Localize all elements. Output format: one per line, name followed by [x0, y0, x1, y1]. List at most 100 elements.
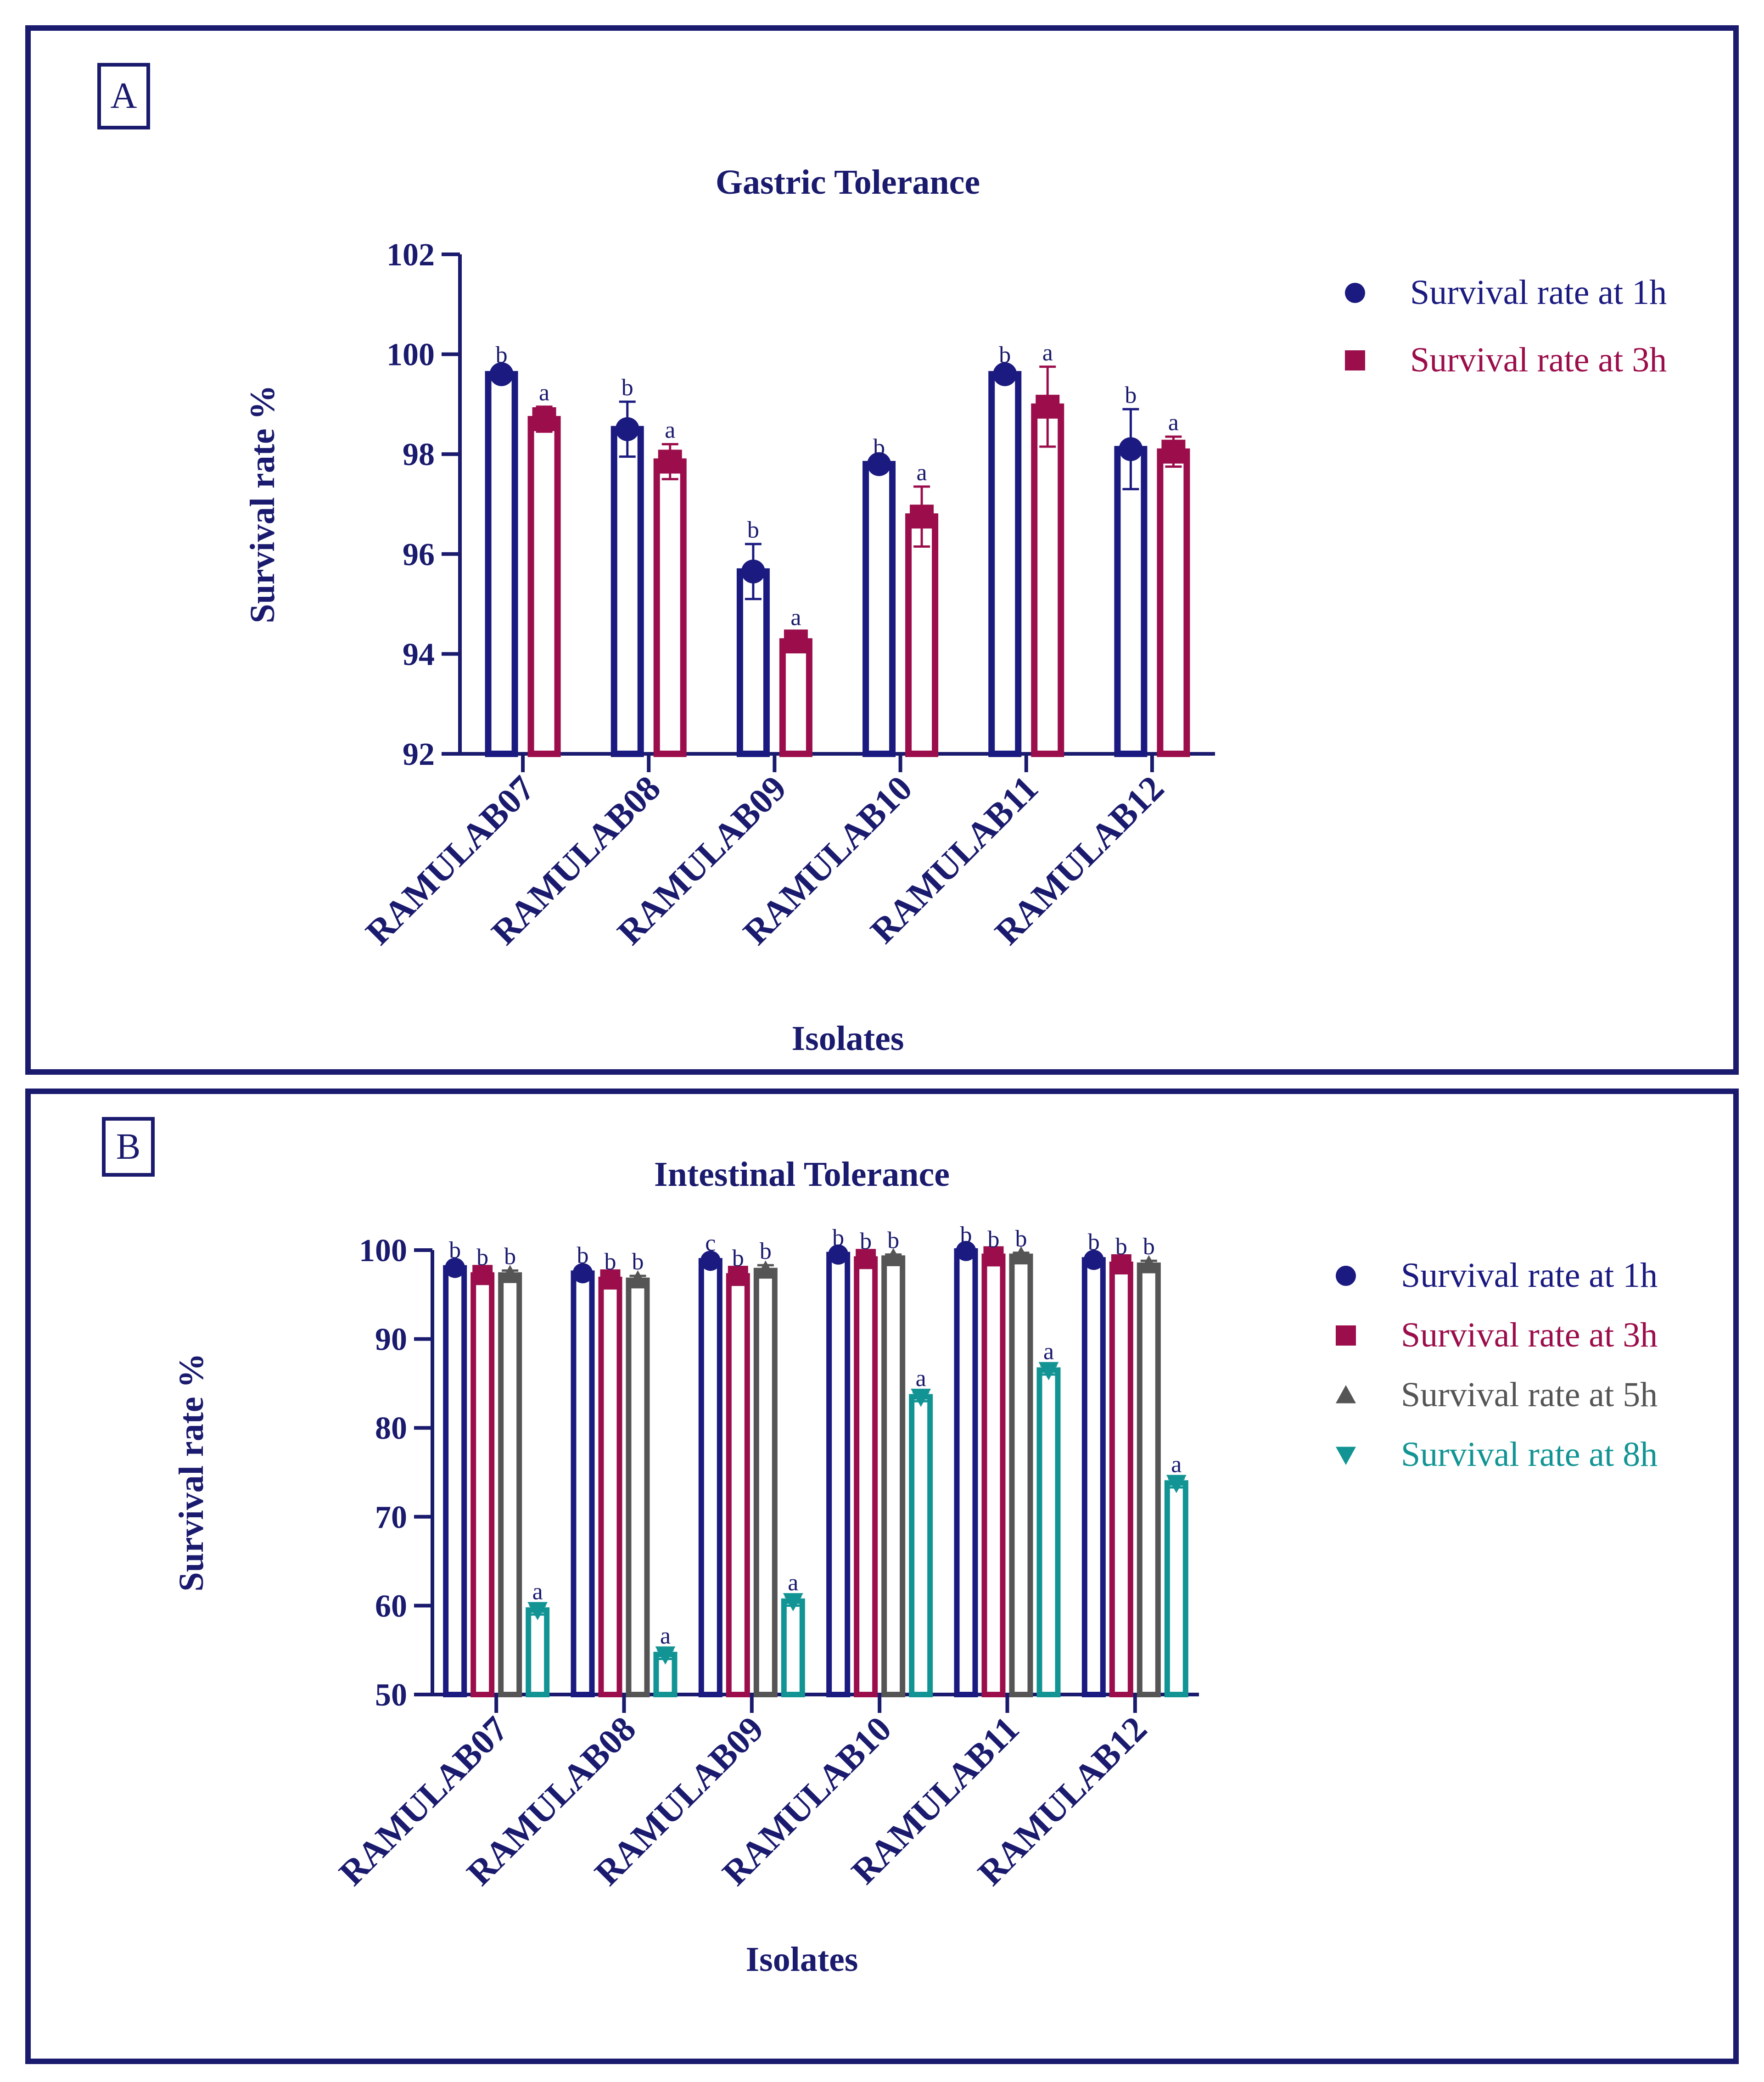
- intestinal-bar: [881, 1255, 906, 1697]
- gastric-data-point: [489, 362, 514, 387]
- gastric-tolerance-chart: Gastric Tolerance Survival rate % Isolates…: [243, 163, 1667, 1058]
- intestinal-data-point: [828, 1244, 849, 1265]
- gastric-bar-group: a: [1157, 410, 1190, 757]
- intestinal-significance-letter: b: [1088, 1229, 1100, 1256]
- gastric-bar: [527, 416, 561, 757]
- gastric-y-tick-label: 96: [403, 537, 435, 572]
- intestinal-bar-group: b: [1109, 1234, 1133, 1697]
- intestinal-significance-letter: a: [532, 1578, 543, 1605]
- intestinal-bar-group: b: [571, 1243, 595, 1697]
- intestinal-significance-letter: a: [1043, 1339, 1054, 1365]
- gastric-significance-letter: a: [1168, 410, 1179, 436]
- gastric-bar-group: a: [1031, 340, 1064, 757]
- intestinal-bar-group: a: [781, 1570, 805, 1697]
- gastric-bar: [779, 638, 812, 757]
- gastric-data-point: [615, 417, 639, 441]
- panel-a: A Gastric Tolerance Survival rate % Isolat…: [25, 25, 1739, 1075]
- gastric-significance-letter: b: [999, 342, 1011, 368]
- gastric-y-tick-label: 98: [403, 437, 435, 472]
- intestinal-data-point: [856, 1249, 876, 1269]
- intestinal-data-point: [755, 1260, 776, 1279]
- intestinal-data-point: [572, 1263, 593, 1284]
- gastric-y-axis-title: Survival rate %: [243, 385, 282, 623]
- intestinal-bar: [981, 1253, 1006, 1697]
- gastric-legend-label: Survival rate at 3h: [1410, 341, 1667, 379]
- intestinal-data-point: [728, 1266, 748, 1286]
- intestinal-bar: [443, 1265, 467, 1698]
- intestinal-bar-group: a: [653, 1623, 678, 1698]
- intestinal-legend-label: Survival rate at 3h: [1401, 1316, 1658, 1354]
- intestinal-bar: [781, 1598, 805, 1697]
- intestinal-data-point: [1038, 1362, 1059, 1381]
- gastric-significance-letter: b: [873, 435, 885, 461]
- intestinal-bar: [1036, 1367, 1061, 1697]
- gastric-bar: [1031, 403, 1064, 757]
- gastric-data-point: [1119, 437, 1143, 461]
- gastric-data-point: [658, 449, 682, 474]
- gastric-bar-group: a: [779, 604, 812, 757]
- intestinal-bar: [1009, 1253, 1033, 1697]
- intestinal-significance-letter: b: [988, 1227, 1000, 1253]
- intestinal-bar: [598, 1276, 622, 1697]
- intestinal-significance-letter: a: [788, 1570, 798, 1596]
- gastric-significance-letter: b: [622, 375, 633, 401]
- gastric-chart-title: Gastric Tolerance: [716, 163, 980, 202]
- intestinal-significance-letter: b: [760, 1238, 772, 1264]
- intestinal-significance-letter: a: [1171, 1452, 1182, 1478]
- gastric-bar: [610, 426, 644, 757]
- intestinal-bar: [954, 1248, 978, 1698]
- gastric-legend-marker: [1345, 350, 1365, 370]
- intestinal-y-tick-label: 70: [375, 1500, 407, 1535]
- intestinal-legend-marker: [1336, 1385, 1356, 1403]
- gastric-data-point: [741, 559, 765, 584]
- gastric-bar: [1114, 446, 1148, 757]
- gastric-legend-label: Survival rate at 1h: [1410, 273, 1667, 312]
- intestinal-legend-label: Survival rate at 1h: [1401, 1256, 1658, 1295]
- intestinal-data-point: [1166, 1475, 1187, 1493]
- intestinal-legend-marker: [1336, 1325, 1356, 1346]
- intestinal-significance-letter: b: [832, 1225, 844, 1251]
- intestinal-data-point: [1138, 1255, 1159, 1274]
- intestinal-data-point: [700, 1251, 721, 1271]
- intestinal-data-point: [1083, 1250, 1104, 1270]
- gastric-bar-group: b: [610, 375, 644, 757]
- intestinal-bar: [698, 1258, 722, 1697]
- intestinal-bar: [726, 1273, 750, 1698]
- intestinal-bar-group: b: [726, 1245, 750, 1698]
- intestinal-significance-letter: b: [887, 1228, 899, 1254]
- intestinal-bar: [1109, 1261, 1133, 1697]
- gastric-significance-letter: a: [1042, 340, 1053, 366]
- gastric-y-tick-label: 92: [403, 737, 435, 772]
- gastric-y-tick-label: 94: [403, 637, 435, 672]
- intestinal-bar-group: b: [753, 1238, 778, 1697]
- gastric-data-point: [867, 452, 891, 476]
- intestinal-legend-label: Survival rate at 8h: [1401, 1435, 1658, 1474]
- intestinal-data-point: [445, 1257, 465, 1278]
- intestinal-significance-letter: b: [577, 1243, 589, 1269]
- intestinal-bar: [526, 1607, 550, 1697]
- intestinal-y-axis-title: Survival rate %: [172, 1353, 211, 1591]
- intestinal-bar-group: b: [854, 1229, 878, 1697]
- intestinal-bar-group: b: [1137, 1234, 1161, 1697]
- intestinal-y-tick-label: 90: [375, 1322, 407, 1358]
- intestinal-legend-marker: [1336, 1447, 1356, 1465]
- gastric-significance-letter: b: [496, 342, 508, 368]
- intestinal-bar: [753, 1268, 778, 1697]
- gastric-data-point: [910, 505, 934, 529]
- gastric-data-point: [1036, 394, 1060, 419]
- intestinal-bar: [1164, 1480, 1188, 1697]
- intestinal-bar: [854, 1256, 878, 1697]
- gastric-bar: [736, 568, 770, 757]
- gastric-bar: [905, 513, 939, 757]
- intestinal-x-axis-title: Isolates: [746, 1940, 858, 1979]
- intestinal-significance-letter: b: [860, 1229, 872, 1255]
- gastric-bar-group: b: [485, 342, 518, 757]
- gastric-bar: [1157, 448, 1190, 757]
- intestinal-data-point: [911, 1388, 931, 1407]
- intestinal-bar-group: b: [470, 1244, 495, 1697]
- panel-b-label: B: [102, 1117, 155, 1177]
- intestinal-significance-letter: a: [916, 1365, 926, 1392]
- intestinal-data-point: [783, 1593, 803, 1611]
- intestinal-y-tick-label: 80: [375, 1411, 407, 1446]
- gastric-bar: [653, 458, 687, 757]
